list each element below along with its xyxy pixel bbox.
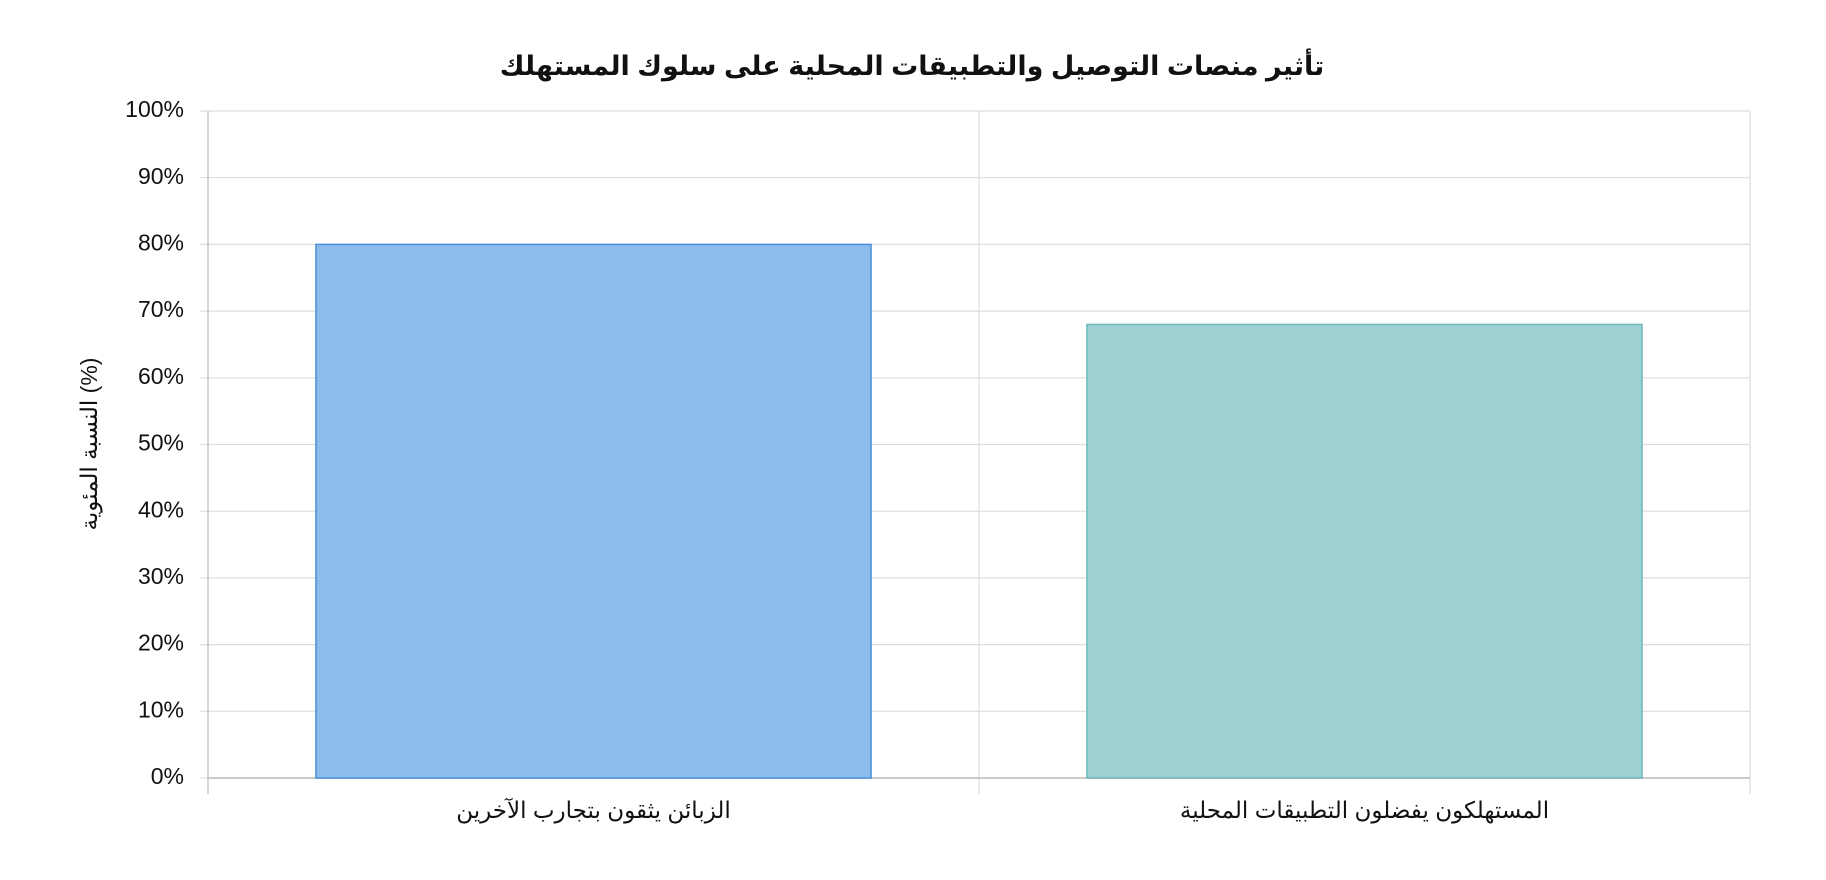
bar [315, 243, 872, 779]
y-tick-label: 50% [138, 430, 184, 456]
y-axis-title: النسبة المئوية (%) [76, 358, 103, 531]
bar [1086, 323, 1643, 779]
chart-title: تأثير منصات التوصيل والتطبيقات المحلية ع… [500, 48, 1325, 82]
y-tick-label: 20% [138, 630, 184, 656]
y-tick-label: 70% [138, 296, 184, 322]
y-tick-label: 40% [138, 496, 184, 522]
y-tick-label: 80% [138, 229, 184, 255]
y-tick-label: 10% [138, 696, 184, 722]
y-tick-label: 100% [125, 96, 184, 122]
y-tick-label: 0% [151, 763, 184, 789]
y-tick-label: 60% [138, 363, 184, 389]
y-tick-label: 90% [138, 163, 184, 189]
x-tick-label: المستهلكون يفضلون التطبيقات المحلية [1180, 797, 1549, 824]
x-tick-label: الزبائن يثقون بتجارب الآخرين [456, 797, 731, 824]
y-tick-label: 30% [138, 563, 184, 589]
